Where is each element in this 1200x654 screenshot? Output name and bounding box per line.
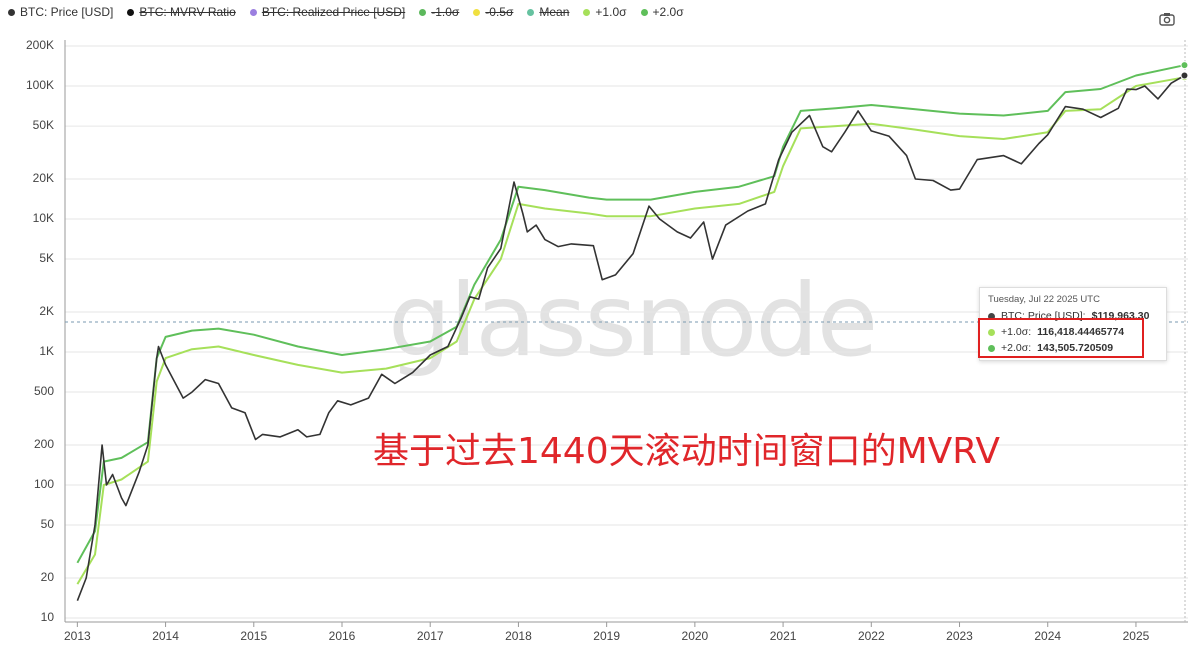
x-tick-label: 2016 (329, 629, 356, 643)
tooltip-value: 116,418.44465774 (1037, 326, 1125, 338)
legend-label: BTC: Price [USD] (20, 5, 114, 19)
x-tick-label: 2017 (417, 629, 444, 643)
tooltip-value: 143,505.720509 (1037, 342, 1114, 354)
y-tick-label: 1K (39, 344, 54, 358)
legend-item: BTC: Price [USD] (8, 5, 113, 19)
y-tick-label: 20 (41, 570, 55, 584)
legend-swatch (127, 8, 135, 16)
end-point (1180, 61, 1189, 70)
legend-swatch (583, 8, 591, 16)
x-tick-label: 2025 (1123, 629, 1150, 643)
x-tick-label: 2024 (1034, 629, 1061, 643)
x-tick-label: 2023 (946, 629, 973, 643)
x-tick-label: 2013 (64, 629, 91, 643)
legend-label: BTC: Realized Price [USD] (261, 5, 406, 19)
y-tick-label: 200K (26, 38, 54, 52)
x-tick-label: 2019 (593, 629, 620, 643)
legend-item: +2.0σ (640, 5, 684, 19)
tooltip-swatch (988, 344, 995, 352)
tooltip-row: +2.0σ: 143,505.720509 (988, 342, 1113, 354)
x-tick-label: 2022 (858, 629, 885, 643)
legend-swatch (527, 8, 535, 16)
tooltip-label: +1.0σ: (1001, 326, 1032, 338)
camera-icon[interactable] (1159, 12, 1175, 26)
legend-item: -0.5σ (473, 5, 513, 19)
series-line (76, 76, 1185, 585)
annotation: 基于过去1440天滚动时间窗口的MVRV (373, 431, 1000, 472)
series-line (76, 64, 1185, 564)
legend-item: Mean (527, 5, 569, 19)
legend-swatch (249, 8, 257, 16)
legend-swatch (419, 8, 427, 16)
tooltip-swatch (988, 328, 995, 336)
x-tick-label: 2015 (240, 629, 267, 643)
highlight-box (978, 318, 1144, 358)
tooltip-row: +1.0σ: 116,418.44465774 (988, 326, 1124, 338)
y-tick-label: 50 (41, 517, 55, 531)
legend-label: +2.0σ (652, 5, 684, 19)
y-tick-label: 200 (34, 437, 54, 451)
legend-item: +1.0σ (583, 5, 627, 19)
y-tick-label: 10 (41, 610, 55, 624)
series-line (76, 74, 1185, 601)
end-point (1180, 71, 1189, 80)
y-tick-label: 50K (33, 118, 54, 132)
legend-swatch (640, 8, 648, 16)
legend-item: BTC: Realized Price [USD] (249, 5, 406, 19)
x-tick-label: 2014 (152, 629, 179, 643)
legend-swatch (473, 8, 481, 16)
y-tick-label: 500 (34, 384, 54, 398)
watermark: glassnode (388, 262, 878, 379)
x-tick-label: 2021 (770, 629, 797, 643)
legend: BTC: Price [USD] BTC: MVRV Ratio BTC: Real… (8, 5, 684, 19)
legend-item: BTC: MVRV Ratio (127, 5, 236, 19)
legend-label: -1.0σ (431, 5, 460, 19)
y-tick-label: 5K (39, 251, 54, 265)
legend-swatch (8, 8, 15, 16)
legend-label: +1.0σ (595, 5, 627, 19)
tooltip-date: Tuesday, Jul 22 2025 UTC (988, 294, 1100, 305)
tooltip: Tuesday, Jul 22 2025 UTC BTC: Price [USD]… (979, 287, 1167, 361)
y-tick-label: 100K (26, 78, 54, 92)
tooltip-label: +2.0σ: (1001, 342, 1032, 354)
legend-label: BTC: MVRV Ratio (139, 5, 236, 19)
legend-label: -0.5σ (485, 5, 514, 19)
legend-label: Mean (539, 5, 570, 19)
x-tick-label: 2018 (505, 629, 532, 643)
y-tick-label: 10K (33, 211, 54, 225)
legend-item: -1.0σ (419, 5, 459, 19)
y-tick-label: 20K (33, 171, 54, 185)
y-tick-label: 100 (34, 477, 54, 491)
x-tick-label: 2020 (682, 629, 709, 643)
y-tick-label: 2K (39, 304, 54, 318)
tooltip-swatch (988, 312, 995, 320)
